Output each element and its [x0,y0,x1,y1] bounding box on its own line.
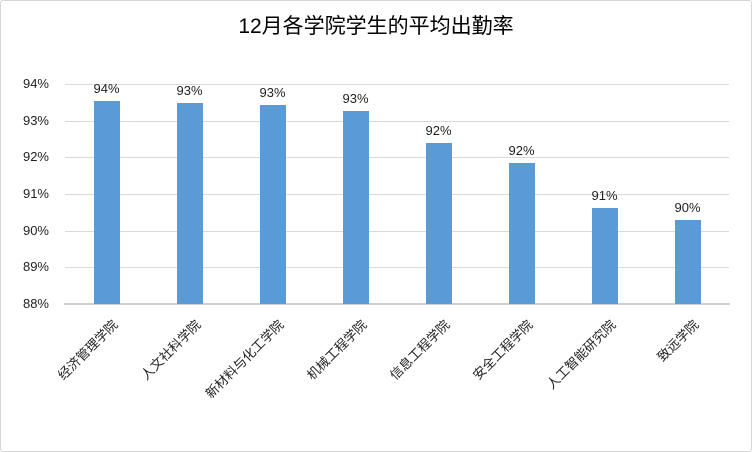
y-axis-tick-label: 94% [22,76,49,91]
gridline [65,267,729,269]
data-label: 90% [674,200,701,215]
x-axis-category-label: 致远学院 [654,317,703,365]
data-label: 91% [591,188,618,203]
bar [591,208,618,304]
x-axis-category-label: 人文社科学院 [138,317,205,383]
gridline [65,157,729,159]
y-axis-tick-label: 92% [22,149,49,165]
gridline [65,194,729,195]
data-label: 94% [93,81,120,96]
y-axis-tick-label: 91% [22,186,49,201]
bar [674,220,701,304]
gridline [65,230,729,232]
gridline [65,120,729,122]
bar [259,105,286,304]
x-axis-category-label: 安全工程学院 [470,317,537,383]
x-axis-category-label: 经济管理学院 [55,317,122,383]
bar [508,163,535,304]
x-axis-line [64,303,730,305]
chart-title: 12月各学院学生的平均出勤率 [238,15,514,38]
plot-area [65,84,729,304]
y-axis-tick-label: 89% [22,259,49,275]
y-axis-tick-label: 90% [22,222,49,238]
data-label: 93% [176,83,203,98]
gridline [65,84,729,85]
bar [425,143,452,304]
y-axis-tick-label: 88% [22,296,49,311]
bar [93,101,120,304]
y-axis-tick-label: 93% [22,112,49,128]
x-axis-category-label: 信息工程学院 [387,317,454,383]
data-label: 92% [425,123,452,138]
data-label: 93% [342,91,369,106]
data-label: 93% [259,85,286,100]
x-axis-category-label: 人工智能研究院 [544,317,620,392]
x-axis-category-label: 机械工程学院 [304,317,371,383]
data-label: 92% [508,143,535,158]
bar [176,103,203,304]
bar [342,111,369,304]
x-axis-category-label: 新材料与化工学院 [202,317,288,402]
